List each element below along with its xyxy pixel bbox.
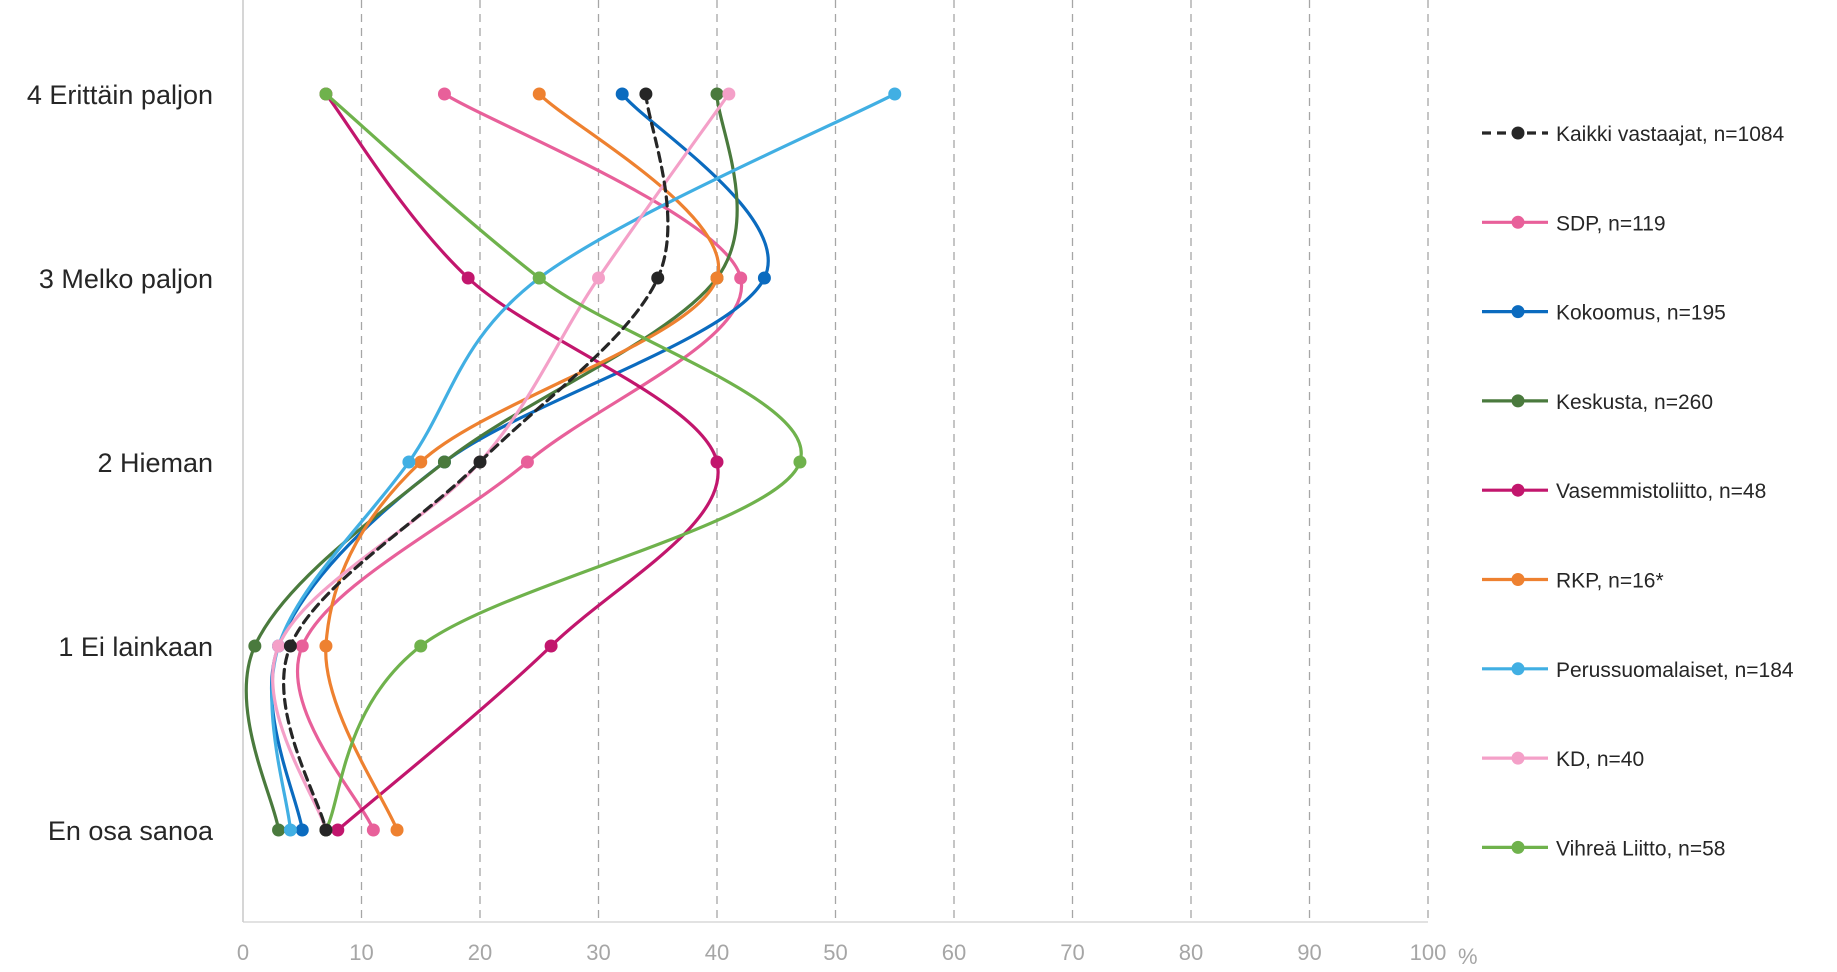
data-point: [272, 639, 286, 653]
legend-label: Vihreä Liitto, n=58: [1556, 837, 1726, 860]
category-label: 3 Melko paljon: [39, 264, 213, 294]
legend-swatch-marker: [1511, 573, 1525, 586]
legend-item: Perussuomalaiset, n=184: [1482, 659, 1794, 682]
series-8: [319, 87, 807, 837]
data-point: [734, 271, 748, 285]
axes: 0 10 20 30 40 50 60 70 80 90 100 % 4 Erittäin paljon…: [27, 80, 1478, 969]
x-tick-label: 20: [468, 940, 492, 965]
data-point: [402, 455, 416, 469]
category-label: 4 Erittäin paljon: [27, 80, 213, 110]
legend-item: Kokoomus, n=195: [1482, 302, 1726, 325]
data-point: [710, 271, 724, 285]
legend-swatch-marker: [1511, 305, 1525, 319]
data-point: [414, 455, 428, 469]
legend-label: Perussuomalaiset, n=184: [1556, 659, 1794, 682]
series-1: [295, 87, 748, 837]
data-point: [651, 271, 665, 285]
legend-swatch-marker: [1511, 483, 1525, 497]
data-point: [319, 87, 333, 101]
x-tick-label: 60: [942, 940, 966, 965]
data-point: [710, 87, 724, 101]
x-tick-label: 80: [1179, 940, 1203, 965]
legend-label: Kaikki vastaajat, n=1084: [1556, 123, 1785, 146]
legend-label: Vasemmistoliitto, n=48: [1556, 480, 1766, 503]
series-line: [269, 92, 770, 832]
data-point: [295, 639, 309, 653]
legend-item: Vasemmistoliitto, n=48: [1482, 480, 1766, 503]
category-label: 1 Ei lainkaan: [58, 632, 213, 662]
legend-swatch-marker: [1511, 840, 1525, 854]
data-point: [544, 639, 558, 653]
legend-swatch-marker: [1511, 126, 1525, 140]
data-point: [331, 823, 345, 837]
data-point: [615, 87, 629, 101]
data-point: [248, 639, 262, 653]
legend-swatch-marker: [1511, 215, 1525, 229]
legend-label: Keskusta, n=260: [1556, 391, 1713, 414]
legend-label: Kokoomus, n=195: [1556, 302, 1726, 325]
data-point: [295, 823, 309, 837]
data-point: [437, 455, 451, 469]
legend-item: RKP, n=16*: [1482, 570, 1664, 593]
data-point: [319, 823, 333, 837]
data-point: [283, 639, 297, 653]
data-point: [390, 823, 404, 837]
grid-lines: [242, 0, 1429, 922]
series-5: [319, 87, 724, 837]
legend-label: SDP, n=119: [1556, 212, 1666, 235]
category-label: 2 Hieman: [97, 448, 213, 478]
data-point: [414, 639, 428, 653]
data-point: [319, 639, 333, 653]
category-label: En osa sanoa: [48, 816, 214, 846]
x-tick-label: 10: [349, 940, 373, 965]
x-unit-label: %: [1458, 944, 1478, 969]
legend-swatch-marker: [1511, 394, 1525, 408]
legend-label: KD, n=40: [1556, 748, 1644, 771]
legend-swatch-marker: [1511, 751, 1525, 765]
data-point: [532, 271, 546, 285]
series-line: [324, 92, 803, 832]
data-point: [473, 455, 487, 469]
data-point: [710, 455, 724, 469]
data-point: [639, 87, 653, 101]
data-point: [757, 271, 771, 285]
data-point: [283, 823, 297, 837]
legend-item: Keskusta, n=260: [1482, 391, 1713, 414]
x-tick-label: 100: [1410, 940, 1447, 965]
data-point: [888, 87, 902, 101]
legend-item: Vihreä Liitto, n=58: [1482, 837, 1726, 860]
x-tick-label: 40: [705, 940, 729, 965]
data-point: [461, 271, 475, 285]
legend-swatch-marker: [1511, 662, 1525, 676]
series-6: [270, 87, 902, 837]
data-point: [520, 455, 534, 469]
series-3: [244, 87, 739, 837]
x-tick-label: 70: [1060, 940, 1084, 965]
legend-item: Kaikki vastaajat, n=1084: [1482, 123, 1785, 146]
data-point: [793, 455, 807, 469]
x-tick-label: 0: [237, 940, 249, 965]
legend-item: SDP, n=119: [1482, 212, 1666, 235]
legend-label: RKP, n=16*: [1556, 570, 1664, 593]
series-line: [324, 92, 721, 832]
legend-item: KD, n=40: [1482, 748, 1644, 771]
data-point: [272, 823, 286, 837]
data-point: [592, 271, 605, 285]
x-tick-label: 50: [823, 940, 847, 965]
series-line: [295, 92, 744, 832]
data-point: [722, 87, 736, 101]
data-point: [437, 87, 451, 101]
x-tick-label: 90: [1297, 940, 1321, 965]
series-0: [282, 87, 670, 837]
data-point: [366, 823, 380, 837]
legend: Kaikki vastaajat, n=1084 SDP, n=119 Kokoom…: [1482, 123, 1794, 860]
series-lines: [244, 87, 902, 837]
x-tick-label: 30: [586, 940, 610, 965]
data-point: [532, 87, 546, 101]
